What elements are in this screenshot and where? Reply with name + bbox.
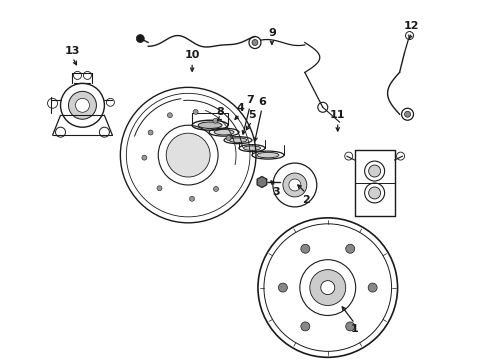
Circle shape (283, 173, 307, 197)
Text: 5: 5 (248, 110, 256, 120)
Circle shape (289, 179, 301, 191)
Circle shape (148, 130, 153, 135)
Circle shape (142, 155, 147, 160)
Text: 7: 7 (246, 95, 254, 105)
Ellipse shape (244, 146, 261, 150)
Circle shape (368, 187, 381, 199)
Text: 2: 2 (302, 195, 310, 205)
Text: 12: 12 (404, 21, 419, 31)
Circle shape (301, 244, 310, 253)
Text: 11: 11 (330, 110, 345, 120)
Circle shape (406, 32, 414, 40)
Text: 4: 4 (236, 103, 244, 113)
Circle shape (346, 244, 355, 253)
Circle shape (75, 98, 90, 112)
Text: 6: 6 (258, 97, 266, 107)
Ellipse shape (229, 138, 247, 143)
Circle shape (278, 283, 287, 292)
Text: 3: 3 (272, 187, 280, 197)
Circle shape (368, 283, 377, 292)
Circle shape (405, 111, 411, 117)
Circle shape (226, 135, 231, 140)
Text: 13: 13 (65, 45, 80, 55)
Text: 8: 8 (216, 107, 224, 117)
Text: 10: 10 (184, 50, 200, 60)
Circle shape (252, 40, 258, 45)
Circle shape (301, 322, 310, 331)
Circle shape (190, 196, 195, 201)
Ellipse shape (214, 130, 234, 135)
Circle shape (168, 113, 172, 118)
Circle shape (157, 186, 162, 191)
Circle shape (368, 165, 381, 177)
Ellipse shape (257, 152, 279, 158)
Circle shape (310, 270, 346, 306)
Ellipse shape (198, 122, 222, 129)
Circle shape (166, 133, 210, 177)
Circle shape (321, 280, 335, 294)
Text: 9: 9 (268, 28, 276, 37)
Polygon shape (257, 176, 267, 188)
Circle shape (193, 109, 198, 114)
Circle shape (346, 322, 355, 331)
Circle shape (136, 35, 144, 42)
Circle shape (213, 118, 218, 123)
Circle shape (69, 91, 97, 119)
Circle shape (214, 186, 219, 192)
Text: 1: 1 (351, 324, 359, 334)
